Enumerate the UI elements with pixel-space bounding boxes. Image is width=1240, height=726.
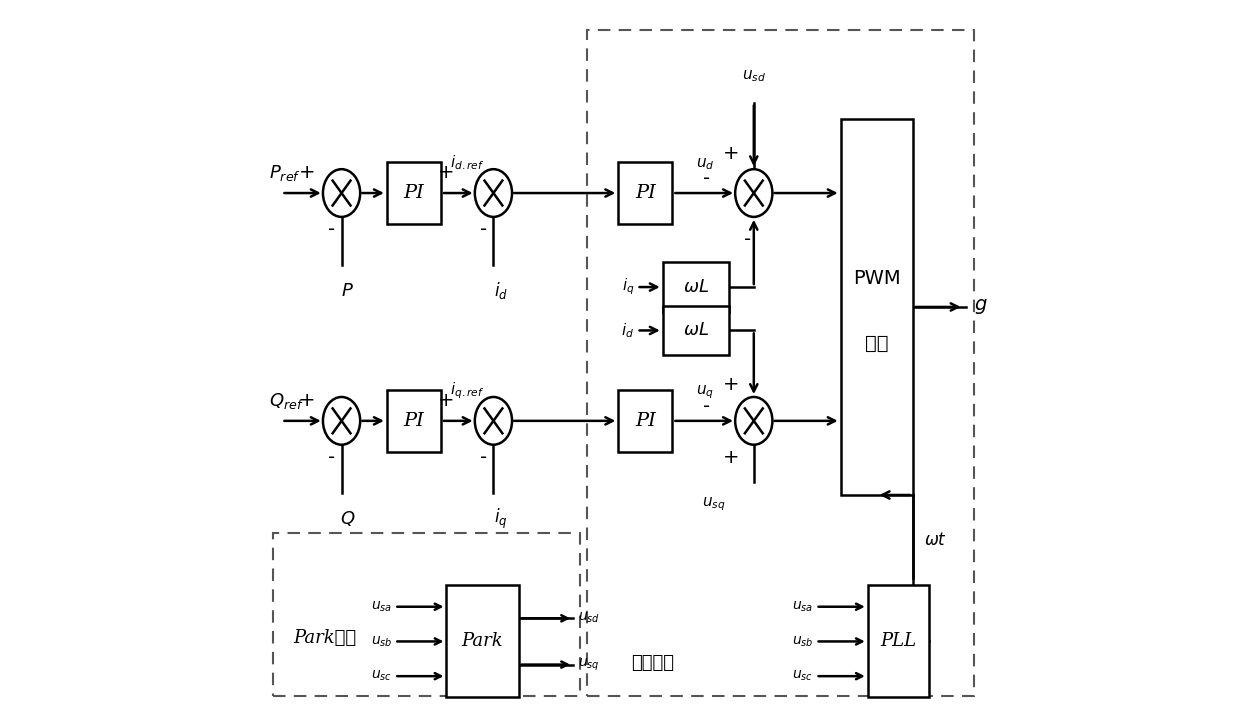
Text: Park: Park bbox=[461, 632, 503, 650]
Bar bbox=[588, 30, 975, 696]
Text: $u_{d}$: $u_{d}$ bbox=[697, 156, 714, 172]
Text: $i_{d}$: $i_{d}$ bbox=[621, 321, 635, 340]
Bar bbox=[868, 585, 929, 698]
Text: $i_{d}$: $i_{d}$ bbox=[494, 280, 507, 301]
Text: $i_{q}$: $i_{q}$ bbox=[494, 507, 507, 531]
Ellipse shape bbox=[735, 169, 773, 217]
Text: $u_{sq}$: $u_{sq}$ bbox=[578, 656, 600, 673]
Bar bbox=[619, 163, 672, 224]
Text: $P_{ref}$: $P_{ref}$ bbox=[269, 163, 301, 183]
Text: +: + bbox=[299, 163, 316, 182]
Ellipse shape bbox=[475, 397, 512, 445]
Text: $u_{sq}$: $u_{sq}$ bbox=[702, 495, 725, 513]
Text: +: + bbox=[299, 391, 316, 410]
Bar bbox=[619, 390, 672, 452]
Bar bbox=[841, 119, 913, 495]
Ellipse shape bbox=[322, 169, 360, 217]
Text: $u_{sc}$: $u_{sc}$ bbox=[792, 669, 813, 683]
Text: 解耦模型: 解耦模型 bbox=[631, 654, 673, 672]
Text: $\omega L$: $\omega L$ bbox=[683, 278, 709, 296]
Bar bbox=[446, 585, 518, 698]
Text: $u_{sd}$: $u_{sd}$ bbox=[742, 68, 766, 83]
Text: +: + bbox=[438, 163, 455, 182]
Text: PI: PI bbox=[403, 412, 424, 430]
Ellipse shape bbox=[475, 169, 512, 217]
Text: $u_{sc}$: $u_{sc}$ bbox=[371, 669, 392, 683]
Text: -: - bbox=[480, 220, 487, 239]
Text: PI: PI bbox=[635, 184, 656, 202]
Bar bbox=[387, 390, 441, 452]
Text: $\omega L$: $\omega L$ bbox=[683, 322, 709, 340]
Text: -: - bbox=[744, 230, 751, 249]
Text: $Q_{ref}$: $Q_{ref}$ bbox=[269, 391, 304, 411]
Text: $\omega t$: $\omega t$ bbox=[924, 531, 946, 549]
Text: Park变换: Park变换 bbox=[293, 629, 356, 647]
Text: -: - bbox=[480, 448, 487, 467]
Text: +: + bbox=[723, 447, 739, 467]
Text: $g$: $g$ bbox=[975, 298, 988, 317]
Text: $P$: $P$ bbox=[341, 282, 353, 300]
Ellipse shape bbox=[735, 397, 773, 445]
Text: 控制: 控制 bbox=[866, 334, 889, 353]
Text: $u_{sa}$: $u_{sa}$ bbox=[371, 600, 392, 614]
Text: $Q$: $Q$ bbox=[340, 509, 355, 528]
Text: PLL: PLL bbox=[880, 632, 916, 650]
Text: $u_{sb}$: $u_{sb}$ bbox=[371, 635, 392, 648]
Bar bbox=[273, 533, 580, 696]
Bar bbox=[662, 306, 729, 355]
Text: $u_{q}$: $u_{q}$ bbox=[697, 383, 714, 401]
Text: $i_{q.ref}$: $i_{q.ref}$ bbox=[450, 380, 485, 401]
Text: PI: PI bbox=[635, 412, 656, 430]
Bar bbox=[387, 163, 441, 224]
Text: -: - bbox=[327, 448, 335, 467]
Text: -: - bbox=[703, 169, 711, 188]
Text: $i_{q}$: $i_{q}$ bbox=[622, 277, 635, 298]
Ellipse shape bbox=[322, 397, 360, 445]
Text: +: + bbox=[723, 144, 739, 163]
Text: $u_{sd}$: $u_{sd}$ bbox=[578, 611, 600, 626]
Text: -: - bbox=[703, 397, 711, 416]
Text: PI: PI bbox=[403, 184, 424, 202]
Text: -: - bbox=[327, 220, 335, 239]
Bar bbox=[662, 263, 729, 311]
Text: PWM: PWM bbox=[853, 269, 900, 287]
Text: +: + bbox=[438, 391, 455, 410]
Text: $u_{sb}$: $u_{sb}$ bbox=[792, 635, 813, 648]
Text: $u_{sa}$: $u_{sa}$ bbox=[792, 600, 813, 614]
Text: +: + bbox=[723, 375, 739, 394]
Text: $i_{d.ref}$: $i_{d.ref}$ bbox=[450, 153, 485, 172]
